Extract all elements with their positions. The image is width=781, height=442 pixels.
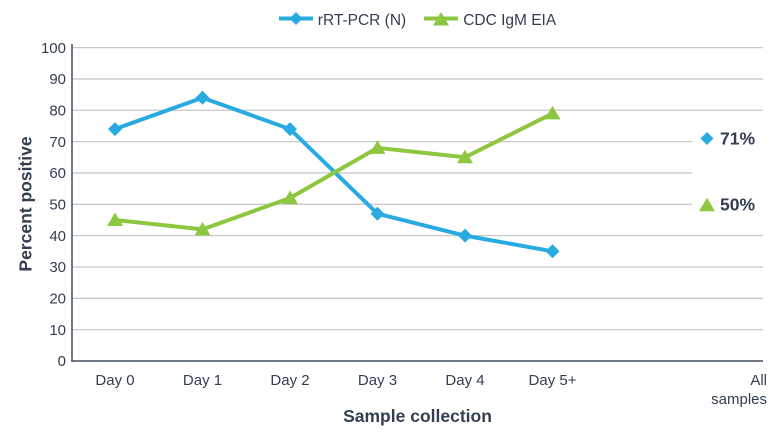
x-tick-label: Day 2: [270, 372, 309, 389]
legend-item-cdc-igm-eia: CDC IgM EIA: [424, 10, 556, 32]
diamond-icon: [289, 12, 303, 25]
y-axis-title: Percent positive: [15, 136, 36, 272]
x-tick-label: Day 1: [183, 372, 222, 389]
marker-diamond-day-3: [370, 206, 385, 221]
legend-label: rRT-PCR (N): [317, 12, 407, 29]
x-tick-label: Day 4: [445, 372, 484, 389]
y-tick-label: 100: [41, 40, 66, 57]
triangle-icon: [433, 12, 450, 26]
x-tick-label-all-samples: All samples: [711, 372, 767, 408]
callout-marker-triangle: [699, 197, 715, 212]
legend-item-rrt-pcr-n: rRT-PCR (N): [278, 10, 407, 32]
y-tick-label: 20: [49, 291, 66, 308]
x-tick-label: Day 3: [358, 372, 397, 389]
y-tick-label: 30: [49, 259, 66, 276]
marker-diamond-day-1: [195, 90, 210, 105]
x-axis-title: Sample collection: [343, 406, 492, 426]
marker-triangle-day-1: [194, 221, 211, 236]
y-tick-label: 90: [49, 71, 66, 88]
marker-triangle-day-3: [369, 140, 386, 154]
x-tick-label: Day 0: [95, 372, 134, 389]
callout-marker-diamond: [700, 131, 714, 145]
y-tick-label: 60: [49, 165, 66, 182]
y-tick-label: 70: [49, 134, 66, 151]
callout-value-label: 71%: [720, 128, 755, 148]
legend-label: CDC IgM EIA: [463, 12, 557, 29]
legend-swatch-triangle-icon: [424, 10, 459, 32]
marker-diamond-day-4: [458, 228, 472, 243]
marker-diamond-day-2: [283, 122, 297, 137]
series-line-cdc-igm-eia: [113, 111, 555, 232]
chart-legend: rRT-PCR (N) CDC IgM EIA: [72, 8, 763, 34]
y-tick-label: 0: [58, 353, 66, 370]
callout-value-label: 50%: [720, 194, 755, 214]
marker-triangle-day-5: [544, 105, 561, 120]
y-tick-label: 80: [49, 102, 66, 119]
marker-diamond-day-5: [545, 244, 560, 259]
marker-triangle-day-2: [282, 190, 298, 205]
marker-triangle-day-0: [107, 212, 123, 226]
y-tick-label: 40: [49, 228, 66, 245]
legend-swatch-diamond-icon: [278, 10, 313, 32]
x-tick-label: Day 5+: [529, 372, 577, 389]
marker-triangle-day-4: [457, 149, 473, 164]
y-tick-label: 10: [49, 322, 66, 339]
marker-diamond-day-0: [108, 122, 122, 137]
y-tick-label: 50: [49, 197, 66, 214]
